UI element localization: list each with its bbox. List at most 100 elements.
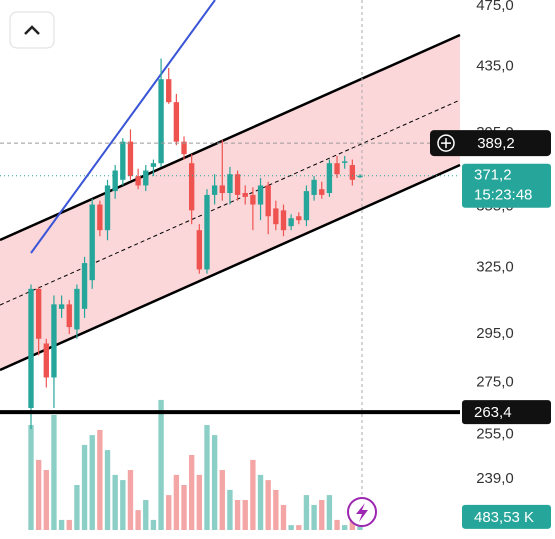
volume-bar <box>265 480 271 530</box>
volume-bar <box>66 519 72 530</box>
candle-body <box>273 208 279 225</box>
last-price-label: 371,2 <box>474 167 512 184</box>
volume-bar <box>319 500 325 530</box>
volume-bar <box>166 495 172 530</box>
volume-bar <box>158 399 164 530</box>
volume-bar <box>273 489 279 530</box>
candle-body <box>158 79 164 164</box>
candle-body <box>188 163 195 211</box>
volume-bar <box>104 450 111 530</box>
candle-body <box>257 185 264 205</box>
volume-bar <box>28 425 34 530</box>
volume-bar <box>234 500 241 530</box>
flash-icon <box>356 503 368 522</box>
volume-bar <box>89 435 95 530</box>
candle-body <box>311 179 317 195</box>
candle-body <box>334 163 340 175</box>
candle-body <box>288 218 294 227</box>
y-tick-label: 325,0 <box>476 258 514 275</box>
volume-bar <box>342 525 348 530</box>
candle-body <box>326 163 333 194</box>
volume-bar <box>196 474 203 530</box>
volume-bar <box>250 459 256 530</box>
volume-bar <box>143 500 149 530</box>
candle-body <box>58 304 65 309</box>
trend-line <box>30 0 216 254</box>
candle-body <box>81 263 88 309</box>
candle-body <box>319 189 325 195</box>
y-tick-label: 475,0 <box>476 0 514 14</box>
volume-bar <box>211 435 218 530</box>
level-price-box <box>462 400 551 425</box>
volume-bar <box>257 474 264 530</box>
candle-body <box>143 170 149 186</box>
candle-body <box>89 204 95 281</box>
volume-label: 483,53 K <box>474 509 534 526</box>
candle-body <box>227 174 233 194</box>
volume-bar <box>135 510 141 530</box>
volume-bar <box>81 444 88 530</box>
candle-body <box>357 175 363 178</box>
candle-body <box>296 216 302 221</box>
candle-body <box>112 170 118 192</box>
volume-bar <box>242 500 248 530</box>
volume-bar <box>35 459 42 530</box>
volume-bar <box>296 525 302 530</box>
volume-bar <box>227 489 233 530</box>
candle-body <box>35 288 42 339</box>
candle-body <box>43 343 49 378</box>
countdown-label: 15:23:48 <box>474 187 532 204</box>
candle-body <box>211 185 218 195</box>
volume-bar <box>74 485 80 530</box>
volume-bar <box>188 455 195 530</box>
candle-body <box>242 193 248 197</box>
volume-bar <box>311 504 317 530</box>
volume-bar <box>334 519 340 530</box>
volume-bar <box>127 470 134 530</box>
candle-body <box>166 79 172 103</box>
volume-bar <box>150 519 157 530</box>
candle-body <box>173 102 180 142</box>
channel-upper <box>0 33 461 242</box>
candle-body <box>265 185 271 217</box>
candle-body <box>66 304 72 328</box>
volume-bar <box>112 474 118 530</box>
volume-bar <box>173 474 180 530</box>
volume-bar <box>204 425 210 530</box>
crosshair-price-box <box>430 130 551 157</box>
y-tick-label: 275,0 <box>476 373 514 390</box>
plus-icon <box>441 138 451 149</box>
volume-bar <box>51 414 57 530</box>
candle-body <box>219 185 225 194</box>
candle-body <box>74 288 80 330</box>
crosshair-price-label: 389,2 <box>477 135 515 152</box>
volume-box <box>462 504 551 529</box>
volume-bar <box>120 480 126 530</box>
candle-body <box>150 163 157 167</box>
volume-bar <box>288 525 294 530</box>
candle-body <box>97 204 103 231</box>
candle-body <box>204 194 210 270</box>
last-price-box <box>462 163 551 208</box>
volume-bar <box>43 470 49 530</box>
candle-body <box>181 141 187 155</box>
collapse-button[interactable] <box>9 11 55 49</box>
y-tick-label: 295,0 <box>476 325 514 342</box>
candle-body <box>250 194 256 205</box>
add-alert-icon[interactable] <box>437 134 455 152</box>
volume-bar <box>97 429 103 530</box>
volume-bar <box>326 495 333 530</box>
volume-bar <box>58 519 65 530</box>
volume-bar <box>181 485 187 530</box>
candle-body <box>196 230 203 270</box>
y-tick-label: 435,0 <box>476 57 514 74</box>
y-tick-label: 255,0 <box>476 425 514 442</box>
level-price-label: 263,4 <box>474 404 512 421</box>
candle-body <box>51 304 57 378</box>
candle-body <box>303 191 310 221</box>
candle-body <box>120 141 126 180</box>
plot <box>28 58 363 530</box>
chevron-up-icon <box>24 25 40 35</box>
volume-bar <box>349 519 356 530</box>
